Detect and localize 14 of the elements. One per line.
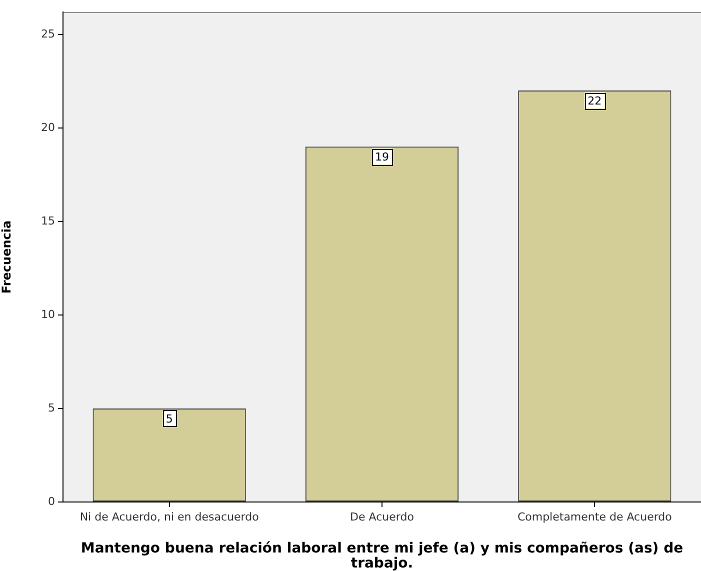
data-label: 19 bbox=[375, 150, 389, 164]
y-tick-label: 25 bbox=[41, 27, 55, 40]
x-tick-label: Ni de Acuerdo, ni en desacuerdo bbox=[80, 510, 260, 524]
y-tick-label: 0 bbox=[48, 494, 55, 508]
y-tick-label: 20 bbox=[41, 120, 55, 134]
x-tick-label: Completamente de Acuerdo bbox=[517, 510, 672, 524]
y-axis-title: Frecuencia bbox=[0, 220, 14, 294]
y-tick-label: 15 bbox=[41, 214, 55, 228]
y-tick-label: 10 bbox=[41, 308, 55, 321]
data-label: 5 bbox=[166, 412, 173, 426]
data-label: 22 bbox=[588, 94, 602, 108]
x-axis-title: Mantengo buena relación laboral entre mi jefe (a) y mis compañeros (as) de trabajo. bbox=[80, 540, 684, 571]
x-tick-label: De Acuerdo bbox=[350, 510, 414, 524]
y-tick-label: 5 bbox=[48, 401, 55, 414]
